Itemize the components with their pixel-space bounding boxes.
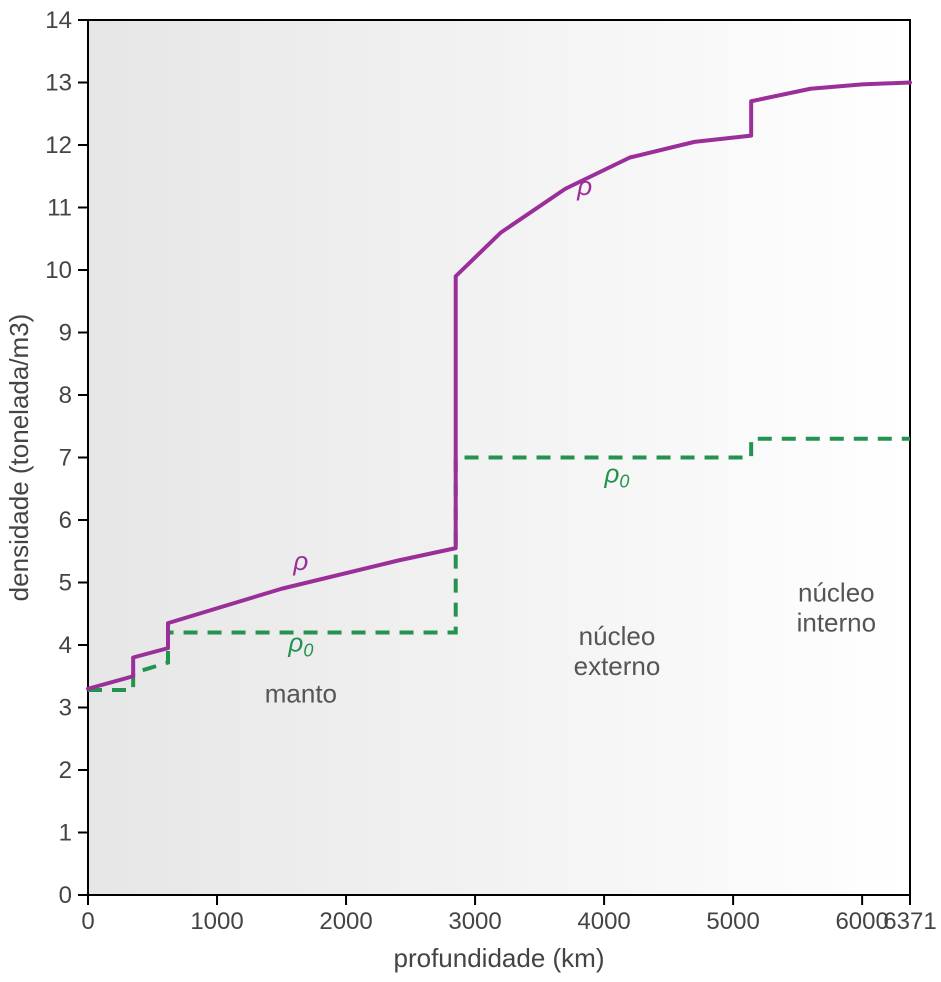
density-depth-chart: 01000200030004000500060006371profundidad… bbox=[0, 0, 941, 982]
y-tick-label: 4 bbox=[59, 632, 72, 659]
y-tick-label: 5 bbox=[59, 570, 72, 597]
y-tick-label: 9 bbox=[59, 320, 72, 347]
y-tick-label: 1 bbox=[59, 820, 72, 847]
label-rho: ρ bbox=[292, 546, 308, 576]
x-axis-title: profundidade (km) bbox=[394, 943, 605, 973]
y-tick-label: 10 bbox=[45, 257, 72, 284]
y-tick-label: 8 bbox=[59, 382, 72, 409]
y-tick-label: 6 bbox=[59, 507, 72, 534]
x-tick-label: 2000 bbox=[319, 908, 372, 935]
x-tick-label: 1000 bbox=[190, 908, 243, 935]
y-tick-label: 12 bbox=[45, 132, 72, 159]
x-tick-label: 6371 bbox=[883, 908, 936, 935]
y-tick-label: 13 bbox=[45, 70, 72, 97]
region-label: manto bbox=[265, 679, 337, 709]
region-label: núcleoexterno bbox=[574, 621, 661, 681]
y-tick-label: 3 bbox=[59, 695, 72, 722]
y-axis-title: densidade (tonelada/m3) bbox=[4, 314, 34, 602]
region-label: núcleointerno bbox=[797, 577, 877, 637]
x-tick-label: 5000 bbox=[706, 908, 759, 935]
x-tick-label: 4000 bbox=[577, 908, 630, 935]
y-tick-label: 14 bbox=[45, 7, 72, 34]
x-tick-label: 6000 bbox=[835, 908, 888, 935]
x-tick-label: 3000 bbox=[448, 908, 501, 935]
y-tick-label: 2 bbox=[59, 757, 72, 784]
y-tick-label: 11 bbox=[47, 195, 72, 222]
label-rho: ρ bbox=[576, 171, 592, 201]
y-tick-label: 0 bbox=[59, 882, 72, 909]
y-tick-label: 7 bbox=[59, 445, 72, 472]
x-tick-label: 0 bbox=[81, 908, 94, 935]
